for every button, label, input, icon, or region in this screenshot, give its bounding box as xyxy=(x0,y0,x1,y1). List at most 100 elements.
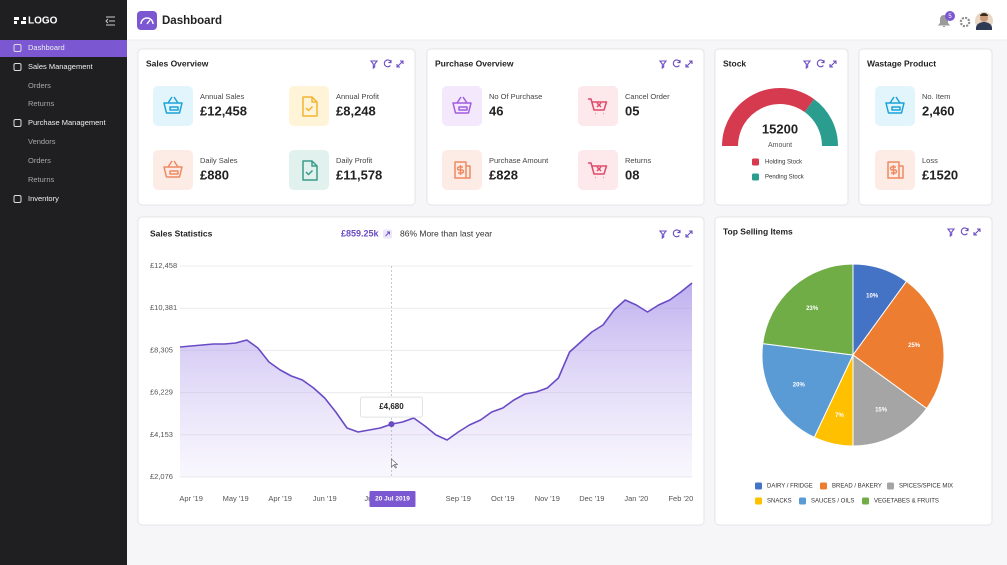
menu-item[interactable]: Vendors xyxy=(28,137,56,146)
tooltip-box xyxy=(359,396,423,418)
stat-value: 08 xyxy=(625,167,639,182)
legend-label: SAUCES / OILS xyxy=(811,499,854,505)
refresh-icon[interactable] xyxy=(672,59,681,68)
slice-label: 15% xyxy=(875,408,888,414)
slice-label: 7% xyxy=(835,413,844,419)
menu-item[interactable]: Dashboard xyxy=(28,43,65,52)
icon-bg xyxy=(289,86,329,126)
stat-label: Daily Sales xyxy=(200,156,238,165)
refresh-icon[interactable] xyxy=(960,227,969,236)
y-tick-label: £10,381 xyxy=(150,303,177,312)
slice-label: 23% xyxy=(806,306,819,312)
y-tick-label: £4,153 xyxy=(150,430,173,439)
pie-slice xyxy=(762,263,854,356)
icon-glyph xyxy=(588,162,608,179)
legend-label: SPICES/SPICE MIX xyxy=(899,484,953,490)
legend-label: BREAD / BAKERY xyxy=(832,484,882,490)
stat-label: Annual Profit xyxy=(336,92,380,101)
avatar[interactable] xyxy=(975,12,993,30)
expand-icon[interactable] xyxy=(685,60,693,68)
line xyxy=(179,282,693,441)
icon-bg xyxy=(153,86,193,126)
stat-label: Purchase Amount xyxy=(489,156,549,165)
settings[interactable] xyxy=(959,16,971,28)
avatar-hair xyxy=(980,13,988,16)
menu-active xyxy=(0,40,127,57)
pie-slice xyxy=(761,343,854,439)
icon-glyph xyxy=(452,96,472,114)
y-tick-label: £12,458 xyxy=(150,261,177,270)
icon-glyph xyxy=(163,160,183,178)
icon-glyph xyxy=(885,96,905,114)
pie-slice xyxy=(852,280,945,410)
x-tick-label: Apr '19 xyxy=(268,494,292,503)
icon-glyph xyxy=(454,161,471,179)
refresh-icon[interactable] xyxy=(816,59,825,68)
summary-value: £859.25k xyxy=(341,228,380,238)
badge xyxy=(945,11,955,21)
x-tick-label: Jan '20 xyxy=(624,494,648,503)
menu-item[interactable]: Purchase Management xyxy=(28,118,106,127)
menu-item[interactable]: Orders xyxy=(28,156,51,165)
expand-icon[interactable] xyxy=(396,60,404,68)
legend-label: VEGETABES & FRUITS xyxy=(874,499,939,505)
gauge-caption: Amount xyxy=(768,142,792,149)
menu-icon xyxy=(13,63,22,71)
menu-item[interactable]: Orders xyxy=(28,81,51,90)
filter-icon[interactable] xyxy=(802,60,812,70)
stat-icon xyxy=(289,150,329,190)
gear-icon[interactable] xyxy=(959,16,971,28)
stat-value: £880 xyxy=(200,167,229,182)
refresh-icon[interactable] xyxy=(672,229,681,238)
pie-slice xyxy=(852,354,928,447)
stat-label: Annual Sales xyxy=(200,92,244,101)
stat-value: 05 xyxy=(625,103,639,118)
expand-icon[interactable] xyxy=(829,60,837,68)
summary-text: 86% More than last year xyxy=(400,228,492,238)
stat-icon xyxy=(153,150,193,190)
menu-item[interactable]: Returns xyxy=(28,99,55,108)
filter-icon[interactable] xyxy=(946,228,956,238)
x-tick-label: Nov '19 xyxy=(535,494,560,503)
card-title: Wastage Product xyxy=(867,58,936,68)
y-tick-label: £2,076 xyxy=(150,472,173,481)
filter-icon[interactable] xyxy=(658,60,668,70)
stat-value: £12,458 xyxy=(200,103,247,118)
gauge-segment xyxy=(722,87,815,146)
expand-icon[interactable] xyxy=(973,228,981,236)
menu-item[interactable]: Returns xyxy=(28,175,55,184)
card-title: Stock xyxy=(723,58,746,68)
stat-value: £11,578 xyxy=(336,167,382,182)
legend-swatch xyxy=(755,482,762,490)
badge-count: 5 xyxy=(948,14,952,20)
card xyxy=(426,48,705,206)
stat-label: Cancel Order xyxy=(625,92,670,101)
menu-item[interactable]: Sales Management xyxy=(28,62,94,71)
menu-icon xyxy=(13,44,22,52)
legend-label: SNACKS xyxy=(767,499,792,505)
x-tick-label: Jun '19 xyxy=(313,494,337,503)
notifications[interactable]: 5 xyxy=(938,11,955,27)
icon-bg xyxy=(289,150,329,190)
icon-glyph xyxy=(302,160,318,181)
filter-icon[interactable] xyxy=(369,60,379,70)
expand-icon[interactable] xyxy=(685,230,693,238)
legend-label: DAIRY / FRIDGE xyxy=(767,484,813,490)
stat-value: £1520 xyxy=(922,167,958,182)
date-badge xyxy=(369,491,416,507)
tooltip-label: £4,680 xyxy=(379,402,404,411)
refresh-icon[interactable] xyxy=(383,59,392,68)
logo-text: LOGO xyxy=(28,16,58,27)
stat-label: Daily Profit xyxy=(336,156,373,165)
stat-icon xyxy=(875,150,915,190)
stat-icon xyxy=(153,86,193,126)
header-icon xyxy=(137,11,157,30)
filter-icon[interactable] xyxy=(658,230,668,240)
slice-label: 25% xyxy=(908,343,921,349)
collapse-icon[interactable] xyxy=(105,16,115,26)
stat-label: No. Item xyxy=(922,92,950,101)
y-tick-label: £8,305 xyxy=(150,345,173,354)
menu-item[interactable]: Inventory xyxy=(28,194,59,203)
x-tick-label: Jul xyxy=(364,494,374,503)
menu-icon xyxy=(13,119,22,127)
